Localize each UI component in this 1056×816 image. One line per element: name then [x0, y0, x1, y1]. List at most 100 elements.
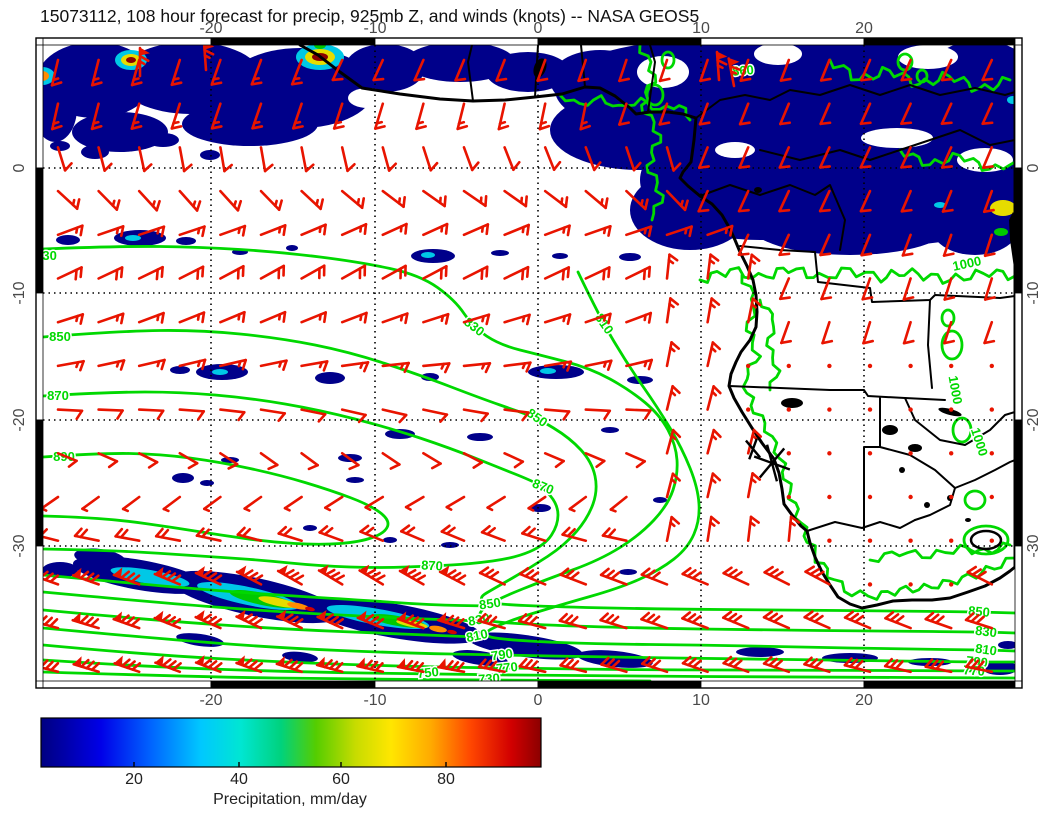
wind-barb-tick — [924, 658, 934, 668]
wind-barb-halftick — [283, 506, 291, 512]
wind-barb-staff — [43, 535, 60, 543]
wind-barb-tick — [671, 384, 681, 395]
axis-labels: -20 -10 0 10 20 -20 -10 0 10 20 0 -10 -20 -30 0 -10 -20 -… — [11, 20, 1042, 709]
wind-barb-tick — [317, 413, 327, 423]
wind-barb-staff — [900, 58, 912, 82]
wind-barb-halftick — [710, 390, 718, 397]
wind-barb-tick — [820, 296, 833, 301]
wind-barb-tick — [658, 77, 671, 83]
precip-cell — [287, 602, 309, 610]
precip-cell — [345, 45, 425, 92]
wind-barb-halftick — [679, 199, 684, 208]
wind-barb-staff — [340, 146, 349, 173]
wind-barb-tick — [559, 567, 570, 577]
wind-barb-staff — [618, 102, 628, 126]
wind-barb-tick — [405, 526, 416, 535]
wind-barb-tick — [738, 121, 751, 126]
wind-calm-dot — [867, 363, 873, 369]
wind-barb-tick — [526, 527, 536, 537]
wind-barb-tick — [681, 566, 692, 576]
wind-barb-halftick — [724, 226, 729, 235]
wind-barb-halftick — [560, 197, 564, 205]
wind-barb-tick — [686, 657, 697, 667]
colorbar-caption: Precipitation, mm/day — [213, 791, 367, 808]
wind-barb-pennant — [437, 612, 447, 623]
wind-barb-halftick — [138, 60, 146, 66]
wind-barb-tick — [813, 614, 824, 623]
wind-barb-tick — [455, 662, 465, 672]
wind-barb-staff — [480, 530, 506, 543]
wind-barb-pennant — [139, 47, 150, 56]
wind-barb-halftick — [562, 226, 566, 234]
precip-cell — [750, 195, 950, 255]
wind-barb-tick — [606, 359, 613, 372]
wind-barb-tick — [364, 526, 375, 536]
wind-barb-tick — [290, 81, 303, 86]
wind-barb-tick — [778, 208, 791, 213]
wind-barb-tick — [670, 515, 681, 525]
wind-barb-tick — [160, 265, 164, 278]
wind-barb-tick — [485, 313, 491, 326]
wind-barb-halftick — [364, 506, 372, 512]
contour-label: 750 — [416, 664, 439, 681]
wind-barb-tick — [291, 125, 304, 130]
wind-barb-halftick — [711, 434, 718, 441]
precip-cell — [81, 145, 109, 159]
wind-barb-halftick — [75, 314, 79, 323]
wind-barb-tick — [934, 615, 945, 625]
wind-barb-tick — [187, 461, 199, 470]
lesotho-border — [969, 529, 1003, 551]
precip-cell — [441, 542, 459, 548]
wind-barb-tick — [307, 463, 319, 471]
wind-barb-tick — [439, 413, 449, 423]
wind-barb-tick — [206, 615, 218, 624]
wind-barb-pennant — [356, 657, 365, 669]
wind-barb-tick — [778, 165, 791, 169]
wind-barb-tick — [862, 339, 875, 345]
wind-barb-tick — [640, 611, 651, 621]
wind-barb-halftick — [196, 226, 201, 235]
wind-barb-tick — [201, 225, 206, 238]
wind-barb-staff — [706, 341, 715, 368]
wind-barb-tick — [405, 568, 417, 577]
precip-cell — [630, 170, 750, 250]
wind-barb-tick — [536, 77, 549, 82]
wind-barb-pennant — [195, 655, 205, 666]
wind-barb-tick — [201, 613, 213, 622]
lake — [1009, 212, 1015, 269]
wind-barb-tick — [119, 528, 129, 539]
wind-calm-dot — [746, 407, 751, 412]
wind-barb-tick — [605, 658, 615, 668]
wind-barb-tick — [712, 385, 722, 395]
wind-barb-tick — [642, 268, 647, 281]
wind-barb-tick — [357, 413, 367, 424]
wind-barb-staff — [900, 189, 912, 213]
contour-label: 810 — [592, 311, 617, 337]
wind-barb-tick — [114, 268, 119, 281]
wind-barb-tick — [346, 163, 356, 173]
wind-barb-tick — [323, 223, 327, 236]
wind-barb-staff — [738, 146, 750, 169]
wind-barb-halftick — [318, 313, 322, 321]
wind-barb-tick — [981, 121, 994, 126]
wind-barb-staff — [601, 534, 628, 543]
wind-barb-halftick — [132, 120, 140, 125]
wind-barb-staff — [584, 408, 612, 413]
wind-barb-tick — [691, 571, 702, 580]
wind-barb-tick — [566, 313, 572, 326]
wind-barb-tick — [50, 81, 63, 87]
wind-barb-halftick — [75, 226, 79, 234]
wind-barb-tick — [751, 297, 762, 307]
wind-barb-staff — [698, 102, 709, 126]
wind-barb-halftick — [324, 506, 332, 512]
wind-barb-tick — [804, 565, 815, 573]
wind-barb-pennant — [153, 610, 164, 622]
wind-barb-staff — [178, 265, 205, 280]
wind-barb-tick — [529, 571, 540, 580]
wind-barb-halftick — [399, 314, 404, 322]
wind-barb-tick — [79, 266, 83, 279]
wind-barb-tick — [592, 161, 602, 172]
wind-barb-tick — [374, 662, 384, 672]
wind-barb-staff — [584, 266, 611, 280]
wind-barb-tick — [84, 616, 94, 626]
